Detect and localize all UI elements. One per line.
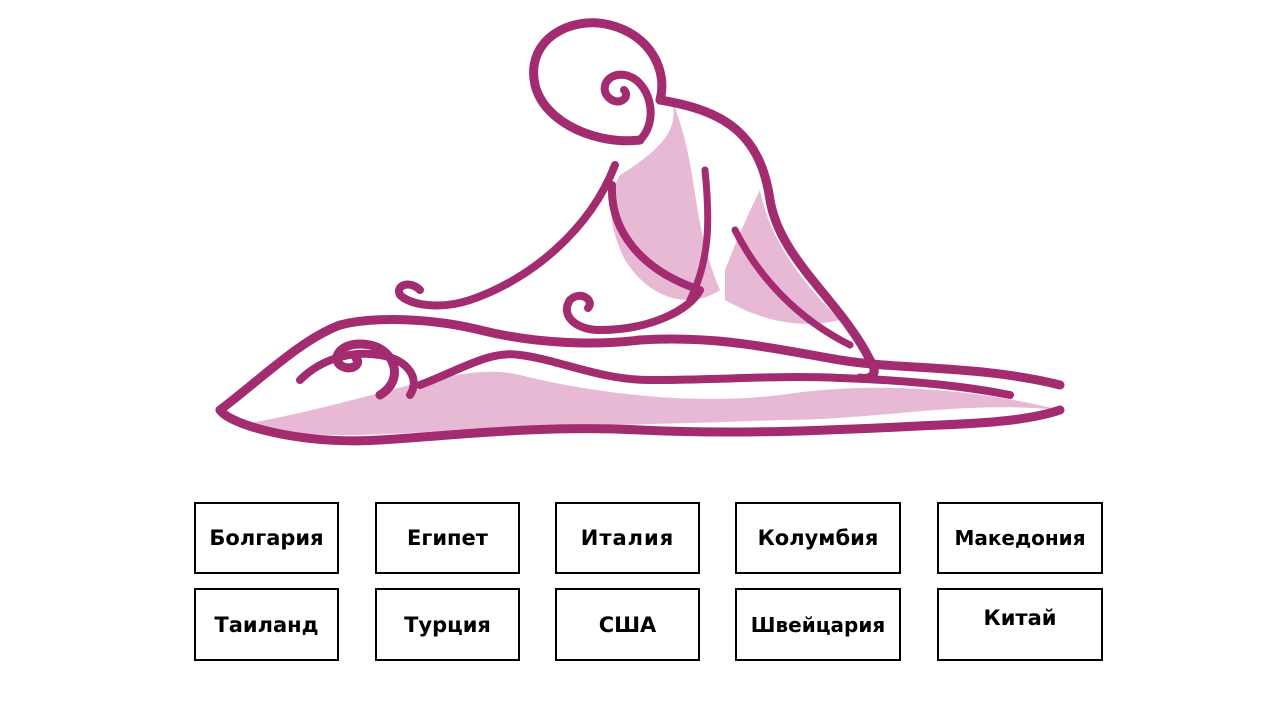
country-label: Италия [580, 526, 675, 550]
country-button-egypt[interactable]: Египет [375, 502, 520, 574]
country-label: Египет [407, 526, 488, 550]
country-label: Китай [983, 605, 1057, 630]
country-button-switzerland[interactable]: Швейцария [735, 588, 901, 661]
country-button-macedonia[interactable]: Македония [937, 502, 1103, 574]
country-button-china[interactable]: Китай [937, 588, 1103, 661]
country-button-turkey[interactable]: Турция [375, 588, 520, 661]
country-button-colombia[interactable]: Колумбия [735, 502, 901, 574]
country-button-italy[interactable]: Италия [555, 502, 700, 574]
country-button-thailand[interactable]: Таиланд [194, 588, 339, 661]
country-button-bulgaria[interactable]: Болгария [194, 502, 339, 574]
country-label: США [598, 612, 657, 637]
country-label: Колумбия [757, 526, 879, 550]
massage-logo-icon [215, 18, 1065, 446]
massage-logo [215, 18, 1065, 446]
country-label: Болгария [209, 526, 324, 550]
country-label: Македония [954, 526, 1086, 550]
country-label: Таиланд [214, 612, 319, 637]
country-label: Турция [404, 612, 491, 637]
country-button-usa[interactable]: США [555, 588, 700, 661]
country-label: Швейцария [750, 612, 886, 637]
